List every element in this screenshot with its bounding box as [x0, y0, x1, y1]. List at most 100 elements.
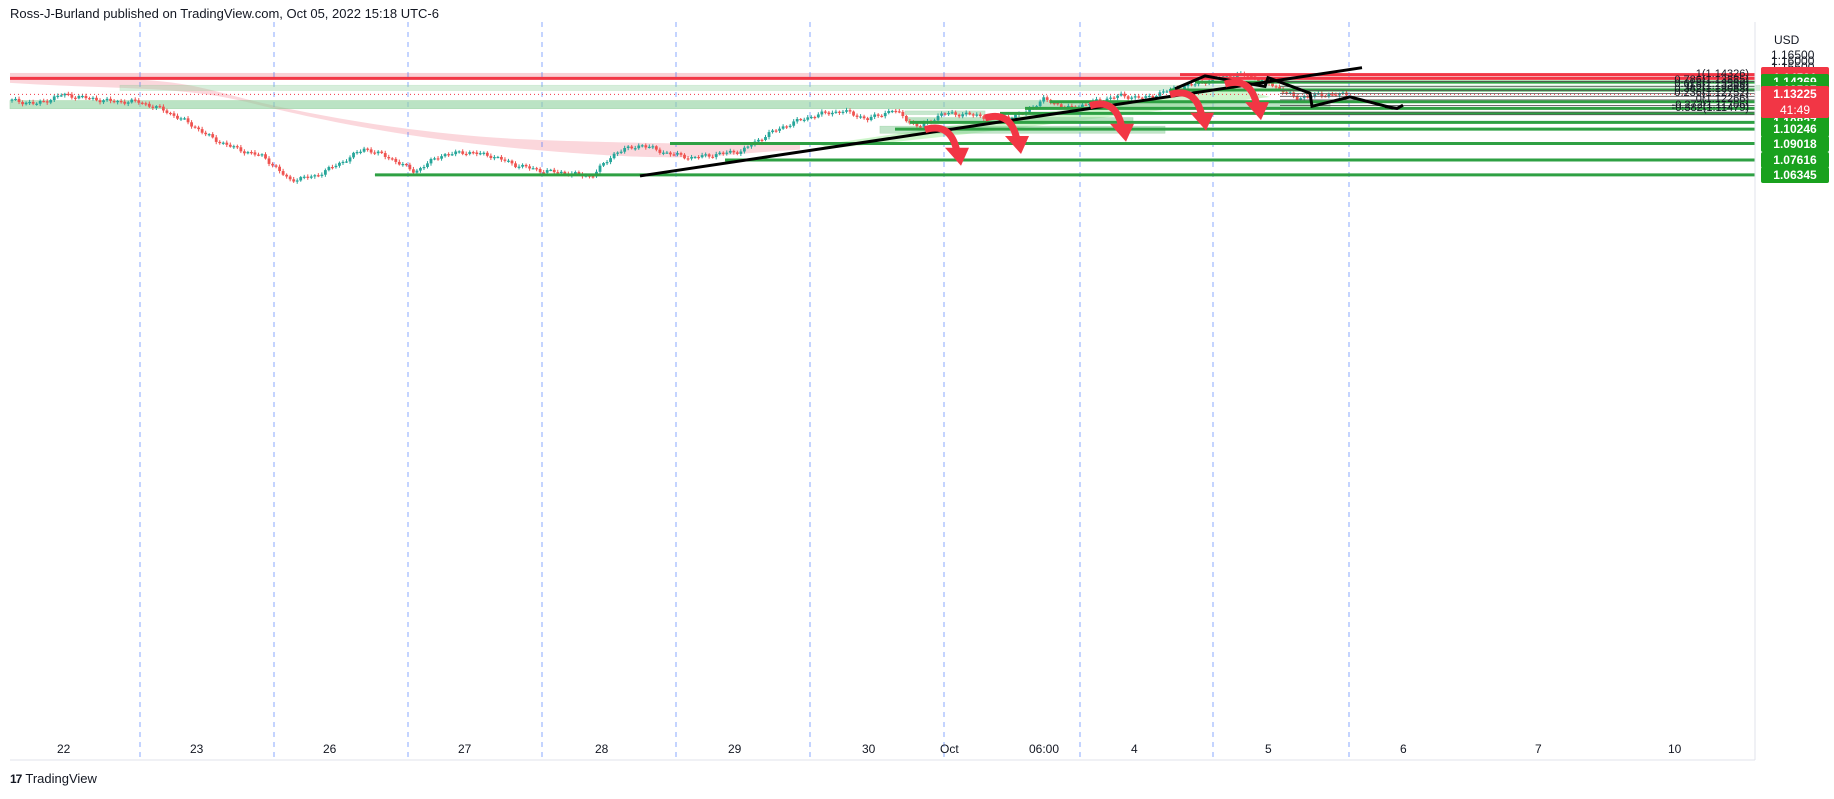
candle-body [517, 166, 521, 168]
x-tick-label: 4 [1131, 742, 1138, 756]
candle-body [552, 169, 556, 173]
candle-body [500, 156, 503, 160]
candle-body [556, 172, 560, 174]
candle-body [619, 151, 623, 153]
candle-body [369, 149, 373, 153]
candle-body [31, 102, 35, 104]
candle-body [91, 97, 95, 99]
candle-body [623, 148, 627, 152]
candle-body [334, 165, 338, 168]
candle-body [228, 144, 232, 147]
candle-body [492, 157, 496, 159]
candle-body [1119, 93, 1123, 96]
candle-body [302, 176, 306, 178]
candle-body [919, 126, 922, 128]
red-curved-arrow-icon [1223, 78, 1261, 107]
candle-body [345, 161, 348, 163]
candle-body [468, 152, 472, 154]
candle-body [1299, 98, 1303, 100]
candle-body [852, 111, 855, 116]
candle-body [616, 152, 620, 154]
fib-level-label: -0.382(1.11479) [1671, 101, 1749, 114]
candle-body [897, 111, 901, 113]
candle-body [35, 103, 39, 105]
candle-body [781, 126, 785, 129]
x-tick-label: 28 [595, 742, 609, 756]
candle-body [936, 115, 940, 121]
candle-body [1140, 97, 1144, 99]
candle-body [56, 95, 60, 97]
candle-body [542, 172, 546, 174]
candle-body [774, 130, 778, 132]
candle-body [162, 106, 165, 111]
candle-body [200, 129, 204, 133]
candle-body [440, 156, 443, 159]
candle-body [95, 97, 98, 101]
candle-body [475, 152, 479, 155]
candle-body [1186, 84, 1190, 87]
candle-body [721, 152, 725, 154]
candle-body [341, 161, 345, 164]
candle-body [693, 156, 697, 159]
candle-body [887, 111, 891, 114]
candle-body [845, 110, 848, 112]
candle-body [1088, 103, 1091, 106]
candle-body [204, 132, 208, 135]
candle-body [246, 152, 250, 154]
candle-body [947, 112, 950, 115]
candle-body [193, 126, 197, 128]
candle-body [954, 112, 958, 115]
candle-body [59, 95, 63, 97]
red-arrowhead-icon [1110, 123, 1134, 142]
candle-body [792, 121, 796, 126]
candle-body [637, 145, 641, 149]
candle-body [834, 111, 838, 113]
candle-body [1147, 95, 1151, 98]
candle-body [232, 146, 236, 148]
candle-body [612, 153, 616, 159]
candle-body [81, 95, 84, 98]
candle-body [464, 153, 468, 156]
candle-body [869, 116, 873, 121]
candle-body [1288, 92, 1292, 94]
candle-body [422, 167, 426, 169]
candle-body [112, 100, 116, 103]
candle-body [21, 102, 24, 105]
candle-body [1292, 92, 1296, 96]
candle-body [401, 163, 405, 166]
candle-body [806, 117, 810, 120]
candle-body [1190, 84, 1193, 86]
candle-body [626, 146, 630, 149]
candle-body [147, 103, 151, 107]
candle-body [697, 156, 701, 159]
candle-body [447, 154, 451, 156]
candle-body [735, 152, 739, 154]
candle-body [1130, 97, 1134, 99]
candle-body [186, 118, 190, 123]
fib-level-label: 0(1.12266) [1695, 92, 1749, 105]
candle-body [785, 126, 789, 128]
candle-body [489, 155, 493, 159]
candle-body [197, 127, 201, 130]
zone-main [9, 100, 1331, 109]
candle-body [116, 100, 120, 103]
candle-body [454, 151, 458, 155]
candle-body [971, 114, 975, 116]
candle-body [1165, 91, 1169, 93]
candle-body [503, 159, 507, 161]
candle-body [278, 166, 281, 172]
fib-level-label: 0.618(1.13539) [1674, 77, 1749, 90]
candle-body [426, 163, 429, 168]
candle-body [42, 101, 46, 103]
y-tick-label: 1.16500 [1771, 48, 1815, 62]
candle-body [376, 151, 380, 154]
candle-body [704, 154, 708, 156]
tradingview-brand[interactable]: 17 TradingView [10, 771, 97, 786]
candle-body [383, 153, 387, 157]
candle-body [1045, 97, 1049, 100]
candle-body [250, 152, 253, 154]
candle-body [172, 113, 176, 116]
candle-body [820, 111, 824, 115]
candle-body [524, 164, 528, 167]
